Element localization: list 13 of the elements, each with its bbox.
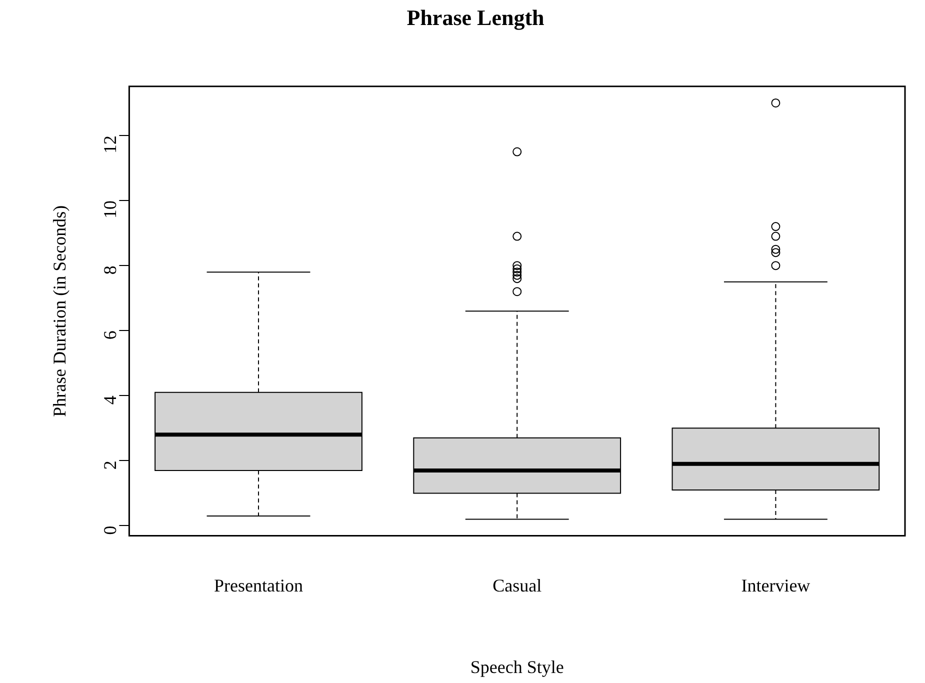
x-axis-title: Speech Style xyxy=(470,656,564,677)
y-tick-label: 2 xyxy=(100,460,120,470)
chart-title: Phrase Length xyxy=(406,4,544,30)
y-tick-label: 10 xyxy=(100,200,120,219)
y-axis-title: Phrase Duration (in Seconds) xyxy=(50,205,70,417)
y-tick-label: 12 xyxy=(100,136,120,154)
x-tick-label: Presentation xyxy=(214,575,303,596)
x-tick-label: Interview xyxy=(741,575,810,596)
y-tick-label: 8 xyxy=(100,266,120,275)
y-tick-label: 0 xyxy=(100,526,120,535)
y-tick-label: 6 xyxy=(100,330,120,340)
x-tick-label: Casual xyxy=(492,575,542,596)
y-tick-label: 4 xyxy=(100,396,120,405)
